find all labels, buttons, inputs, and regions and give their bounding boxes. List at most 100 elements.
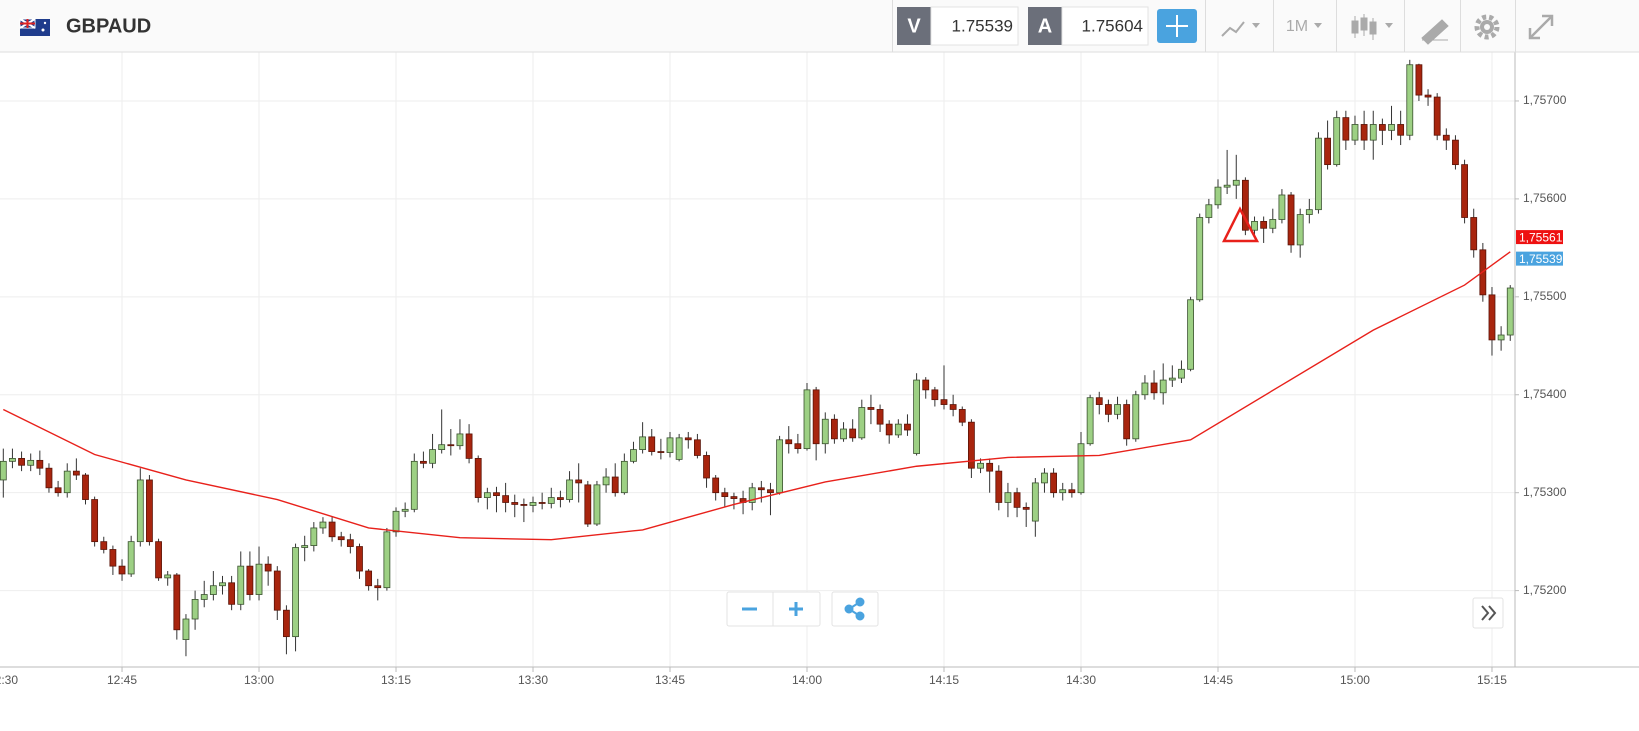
candle-body [1333,117,1341,166]
candle-body [447,444,455,447]
alert-triangle [1221,206,1260,243]
candle-body [584,484,592,525]
candle-body [465,433,473,459]
candle-body [831,418,838,440]
candle-body [639,436,647,450]
y-tick-label: 1,75300 [1523,485,1567,499]
x-tick-label: 12:45 [107,673,137,687]
candle-body [356,546,363,572]
candle-body [1278,194,1286,220]
crosshair-button[interactable] [1157,9,1197,43]
candle-body [383,531,391,589]
x-tick-label: 13:45 [655,673,685,687]
candle-body [1196,217,1204,301]
candle-body [529,502,537,506]
draw-button[interactable] [1421,19,1449,45]
candle-body [155,541,162,579]
plot-area [0,59,1514,657]
candle-body [867,407,875,410]
candle-body [1050,472,1057,494]
candle-body [794,443,802,450]
candle-body [401,508,409,512]
candle-body [91,499,99,543]
chart-type-button[interactable] [1351,14,1393,40]
candle-body [1104,404,1112,415]
candle-body [730,496,738,499]
y-tick-label: 1,75700 [1523,93,1567,107]
candle-body [1470,217,1478,251]
price-marker-label: 1,75539 [1519,252,1563,266]
candle-body [228,582,236,605]
price-marker-label: 1,75561 [1519,230,1563,244]
candle-body [1378,124,1386,131]
timeframe[interactable]: 1M [1286,18,1308,35]
candle-body [1415,64,1423,96]
candle-body [1488,294,1496,341]
indicator-button[interactable] [1221,21,1260,37]
x-tick-label: 13:30 [518,673,548,687]
candle-body [1214,186,1222,206]
candle-body [1031,482,1039,522]
candle-body [1077,443,1085,494]
candle-body [392,510,400,533]
x-tick-label: 12:30 [0,673,18,687]
candle-body [566,479,573,500]
candle-body [940,399,948,405]
candle-body [410,460,418,510]
candle-body [630,449,637,462]
candle-body [1461,164,1468,218]
candle-body [209,585,217,595]
candle-body [684,437,692,441]
candle-body [958,409,966,423]
toolbar [0,0,1639,52]
candle-body [1004,492,1012,503]
x-tick-label: 15:00 [1340,673,1370,687]
candle-body [1452,139,1459,166]
candle-body [1506,287,1514,336]
candle-body [118,565,126,575]
candle-body [72,470,80,476]
candle-body [255,563,263,595]
share-button[interactable] [844,597,865,621]
candle-body [310,527,318,546]
candle-body [292,547,299,638]
candle-body [602,476,610,486]
fullscreen-button[interactable] [1528,14,1554,40]
scroll-to-end-button[interactable] [1472,597,1504,629]
candle-body [885,423,893,436]
candle-body [319,521,327,529]
candle-body [301,545,309,548]
candle-body [346,539,354,547]
candle-body [502,495,510,503]
bid-letter: V [907,15,921,37]
candle-body [63,470,71,494]
zoom-in[interactable] [789,602,803,616]
candle-body [611,476,619,494]
settings-button[interactable] [1474,14,1500,40]
candle-body [337,536,345,541]
candle-body [1132,394,1140,440]
ask-box[interactable] [1061,6,1149,46]
candle-body [1342,117,1350,141]
candle-body [200,594,208,600]
candle-body [237,565,245,605]
x-tick-label: 15:15 [1477,673,1507,687]
candle-body [365,570,373,587]
x-tick-label: 13:00 [244,673,274,687]
candle-body [483,492,491,498]
candle-body [182,618,190,640]
candle-body [721,492,729,498]
candle-body [776,439,784,494]
candle-body [1068,489,1076,494]
candle-body [785,439,793,445]
candle-body [1241,179,1249,231]
bid-box[interactable] [930,6,1019,46]
candle-body [967,421,975,469]
candle-body [9,458,16,462]
candle-body [1178,368,1185,379]
candle-body [374,585,382,589]
separator [1273,0,1274,52]
candle-body [45,467,53,489]
candle-body [1159,379,1167,394]
